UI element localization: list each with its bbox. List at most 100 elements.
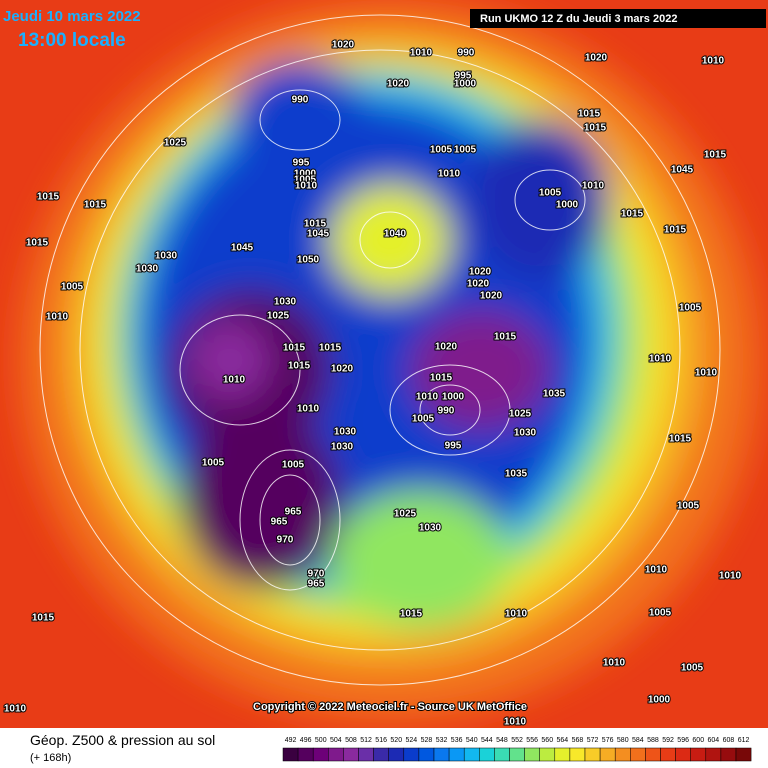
isobar-label: 1005 (202, 458, 225, 469)
isobar-label: 990 (438, 406, 455, 417)
scale-label: 548 (496, 737, 508, 744)
isobar-label: 1030 (155, 251, 178, 262)
forecast-date: Jeudi 10 mars 2022 (3, 8, 141, 25)
scale-label: 540 (466, 737, 478, 744)
isobar-label: 1015 (26, 238, 49, 249)
scale-swatch (614, 747, 631, 762)
isobar-label: 1015 (494, 332, 517, 343)
map-field (0, 0, 768, 728)
isobar-label: 1015 (400, 609, 423, 620)
scale-swatch (494, 747, 510, 762)
isobar-label: 1020 (331, 364, 354, 375)
scale-swatch (569, 747, 586, 762)
scale-label: 608 (723, 737, 735, 744)
isobar-label: 1000 (442, 392, 465, 403)
scale-swatch (509, 747, 525, 762)
scale-swatch (645, 747, 661, 762)
isobar-label: 1010 (695, 368, 718, 379)
scale-swatch (328, 747, 344, 762)
isobar-label: 990 (292, 95, 309, 106)
isobar-label: 1020 (585, 53, 608, 64)
scale-label: 572 (587, 737, 599, 744)
scale-swatch (660, 747, 676, 762)
scale-swatch (282, 747, 299, 762)
isobar-label: 1015 (621, 209, 644, 220)
scale-label: 520 (390, 737, 402, 744)
isobar-label: 1025 (394, 509, 417, 520)
isobar-label: 970 (277, 535, 294, 546)
isobar-label: 1015 (584, 123, 607, 134)
forecast-time: 13:00 locale (18, 30, 126, 51)
isobar-label: 1015 (578, 109, 601, 120)
isobar-label: 1020 (387, 79, 410, 90)
scale-swatch (584, 747, 601, 762)
scale-swatch (599, 747, 616, 762)
isobar-label: 1025 (267, 311, 290, 322)
scale-label: 612 (738, 737, 750, 744)
scale-swatch (675, 747, 691, 762)
isobar-label: 1030 (136, 264, 159, 275)
isobar-label: 970 (308, 569, 325, 580)
isobar-label: 965 (271, 517, 288, 528)
scale-label: 524 (406, 737, 418, 744)
scale-swatch (403, 747, 420, 762)
isobar-label: 1010 (416, 392, 439, 403)
scale-swatch (705, 747, 722, 762)
scale-label: 580 (617, 737, 629, 744)
isobar-label: 1010 (4, 704, 27, 715)
isobar-label: 1005 (454, 145, 477, 156)
isobar-label: 1005 (649, 608, 672, 619)
scale-swatch (418, 747, 435, 762)
scale-swatch (448, 747, 465, 762)
scale-label: 568 (572, 737, 584, 744)
scale-label: 556 (526, 737, 538, 744)
scale-swatch (312, 747, 329, 762)
isobar-label: 1010 (645, 565, 668, 576)
scale-swatch (720, 747, 737, 762)
isobar-label: 1015 (669, 434, 692, 445)
scale-swatch (735, 747, 752, 762)
isobar-label: 1005 (679, 303, 702, 314)
scale-swatch (690, 747, 707, 762)
isobar-label: 1000 (294, 169, 317, 180)
isobar-label: 1035 (543, 389, 566, 400)
isobar-label: 990 (458, 48, 475, 59)
isobar-label: 1045 (231, 243, 254, 254)
isobar-label: 1045 (671, 165, 694, 176)
isobar-label: 995 (293, 158, 310, 169)
scale-label: 552 (511, 737, 523, 744)
scale-label: 532 (436, 737, 448, 744)
isobar-label: 1010 (295, 181, 318, 192)
scale-swatch (630, 747, 646, 762)
scale-label: 584 (632, 737, 644, 744)
scale-label: 560 (541, 737, 553, 744)
copyright: Copyright © 2022 Meteociel.fr - Source U… (253, 701, 527, 713)
isobar-label: 1015 (288, 361, 311, 372)
scale-label: 528 (421, 737, 433, 744)
scale-label: 596 (677, 737, 689, 744)
isobar-label: 1010 (649, 354, 672, 365)
isobar-label: 965 (285, 507, 302, 518)
isobar-label: 1005 (294, 175, 317, 186)
scale-swatch (373, 747, 389, 762)
isobar-label: 1030 (419, 523, 442, 534)
isobar-label: 1005 (681, 663, 704, 674)
scale-label: 604 (708, 737, 720, 744)
isobar-label: 1030 (334, 427, 357, 438)
isobar-label: 1010 (297, 404, 320, 415)
isobar-label: 1030 (331, 442, 354, 453)
isobar-label: 1010 (410, 48, 433, 59)
isobar-label: 1005 (282, 460, 305, 471)
isobar-label: 1015 (430, 373, 453, 384)
isobar-label: 1015 (664, 225, 687, 236)
scale-swatch (297, 747, 314, 762)
isobar-label: 1010 (504, 717, 527, 728)
scale-swatch (539, 747, 556, 762)
isobar-label: 1005 (412, 414, 435, 425)
isobar-label: 1005 (677, 501, 700, 512)
scale-label: 516 (375, 737, 387, 744)
scale-label: 492 (285, 737, 297, 744)
isobar-label: 1015 (304, 219, 327, 230)
isobar-label: 1015 (32, 613, 55, 624)
